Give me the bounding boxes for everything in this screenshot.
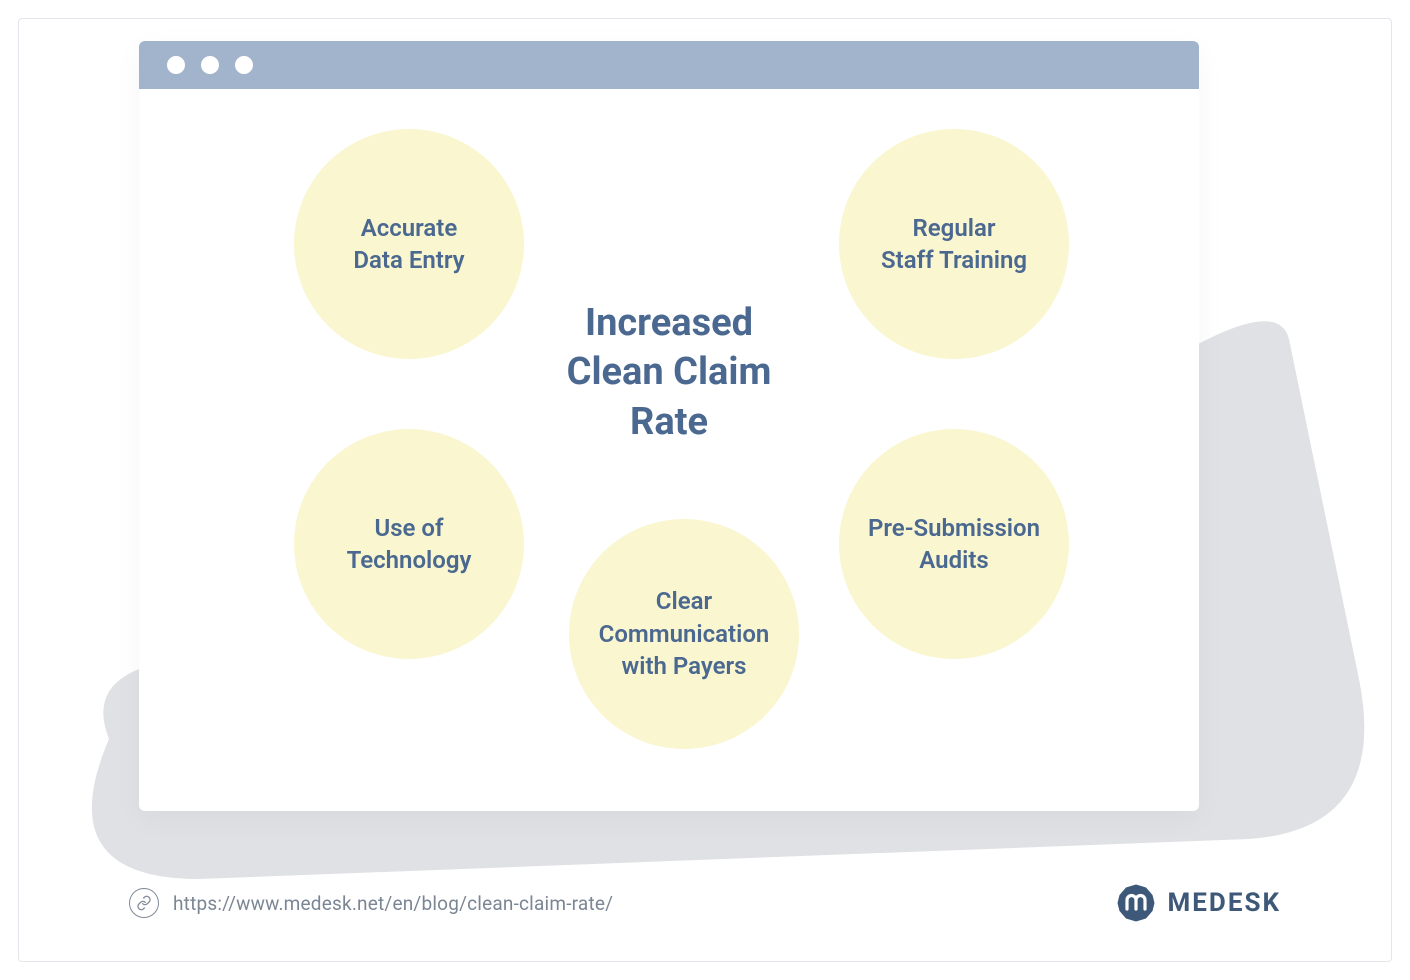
center-title: Increased Clean Claim Rate — [539, 299, 799, 447]
brand: MEDESK — [1116, 883, 1281, 923]
window-dot-icon — [235, 56, 253, 74]
window-dot-icon — [167, 56, 185, 74]
browser-title-bar — [139, 41, 1199, 89]
bubble-label: Use of Technology — [347, 512, 472, 577]
footer: https://www.medesk.net/en/blog/clean-cla… — [129, 883, 1281, 923]
bubble-pre-submission-audits: Pre-Submission Audits — [839, 429, 1069, 659]
brand-name: MEDESK — [1168, 888, 1281, 918]
bubble-use-of-technology: Use of Technology — [294, 429, 524, 659]
window-dot-icon — [201, 56, 219, 74]
bubble-label: Clear Communication with Payers — [599, 585, 770, 682]
bubble-label: Pre-Submission Audits — [868, 512, 1040, 577]
link-icon — [129, 888, 159, 918]
diagram-canvas: Increased Clean Claim Rate Accurate Data… — [139, 89, 1199, 811]
brand-badge-icon — [1116, 883, 1156, 923]
footer-left: https://www.medesk.net/en/blog/clean-cla… — [129, 888, 613, 918]
bubble-label: Accurate Data Entry — [353, 212, 464, 277]
browser-window: Increased Clean Claim Rate Accurate Data… — [139, 41, 1199, 811]
bubble-label: Regular Staff Training — [881, 212, 1027, 277]
bubble-regular-staff-training: Regular Staff Training — [839, 129, 1069, 359]
bubble-clear-communication: Clear Communication with Payers — [569, 519, 799, 749]
source-url: https://www.medesk.net/en/blog/clean-cla… — [173, 892, 613, 915]
link-icon-svg — [136, 895, 152, 911]
bubble-accurate-data-entry: Accurate Data Entry — [294, 129, 524, 359]
outer-frame: Increased Clean Claim Rate Accurate Data… — [18, 18, 1392, 962]
